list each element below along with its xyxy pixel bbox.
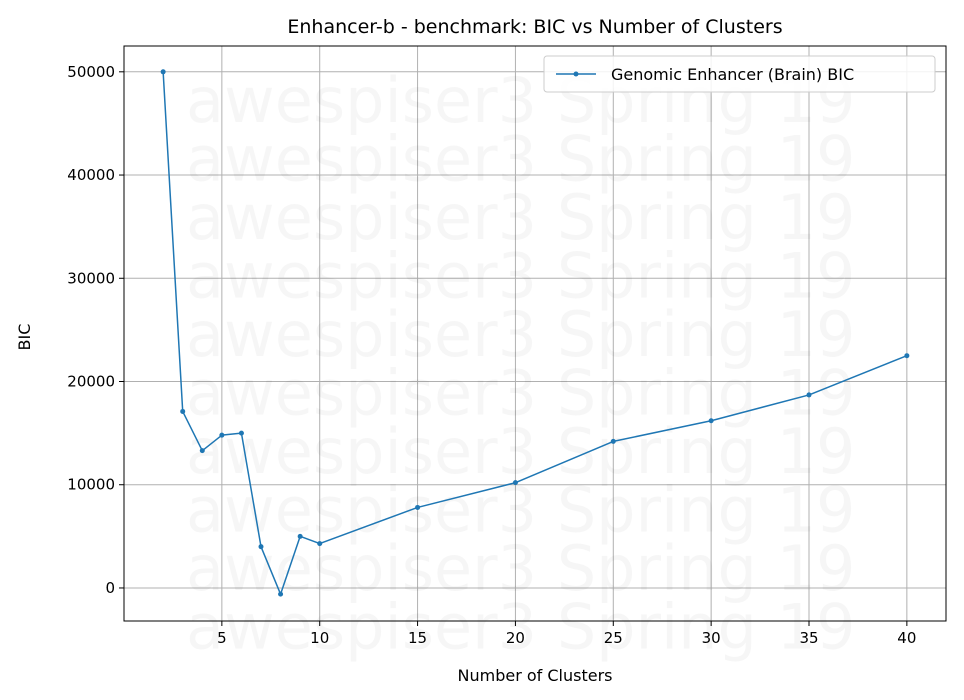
- y-tick-label: 50000: [67, 63, 115, 81]
- x-tick-label: 40: [897, 629, 916, 647]
- data-point: [415, 504, 421, 510]
- x-tick-label: 20: [506, 629, 525, 647]
- data-point: [806, 392, 812, 398]
- x-axis-label: Number of Clusters: [458, 666, 613, 685]
- data-point: [610, 438, 616, 444]
- data-point: [180, 408, 186, 414]
- x-tick-label: 15: [408, 629, 427, 647]
- x-tick-label: 30: [702, 629, 721, 647]
- x-tick-label: 5: [217, 629, 227, 647]
- y-tick-label: 40000: [67, 166, 115, 184]
- y-axis-label: BIC: [15, 324, 34, 351]
- y-tick-label: 10000: [67, 476, 115, 494]
- watermark-text: awespiser3 Spring 19: [186, 591, 856, 664]
- data-point: [317, 541, 323, 547]
- data-point: [904, 353, 910, 359]
- data-point: [160, 69, 166, 75]
- legend: Genomic Enhancer (Brain) BIC: [543, 55, 936, 93]
- legend-entry-label: Genomic Enhancer (Brain) BIC: [611, 65, 854, 84]
- x-axis-ticks: 5 10 15 20 25 30 35 40: [217, 621, 916, 647]
- chart-title: Enhancer-b - benchmark: BIC vs Number of…: [287, 16, 782, 38]
- data-point: [708, 418, 714, 424]
- data-point: [219, 432, 225, 438]
- x-tick-label: 25: [604, 629, 623, 647]
- data-point: [258, 544, 264, 550]
- data-point: [297, 533, 303, 539]
- x-tick-label: 35: [799, 629, 818, 647]
- y-axis-ticks: 0 10000 20000 30000 40000 50000: [67, 63, 124, 597]
- legend-marker-swatch: [573, 71, 579, 77]
- series-group: [160, 69, 910, 597]
- data-point: [278, 591, 284, 597]
- y-tick-label: 20000: [67, 373, 115, 391]
- plot-frame: [123, 45, 947, 622]
- data-point: [199, 448, 205, 454]
- y-tick-label: 0: [105, 579, 115, 597]
- y-tick-label: 30000: [67, 269, 115, 287]
- x-tick-label: 10: [310, 629, 329, 647]
- data-point: [238, 430, 244, 436]
- legend-box: [543, 55, 936, 93]
- data-point: [512, 480, 518, 486]
